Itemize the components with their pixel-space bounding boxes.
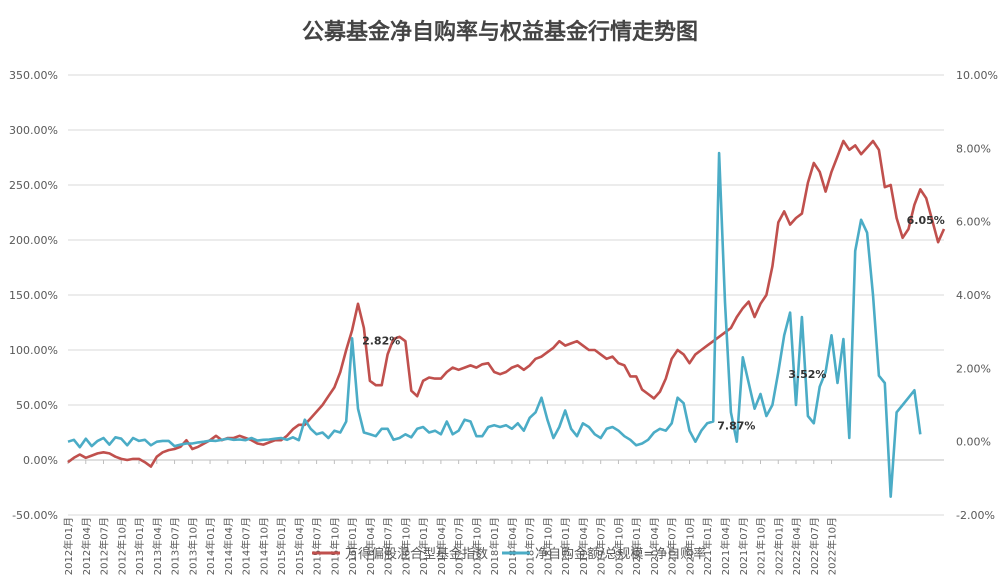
data-label: 6.05% [907,214,945,227]
data-label: 2.82% [362,334,400,347]
data-label-layer: 6.05% 2.82% 7.87% 3.52% [362,214,945,432]
left-tick-label: 350.00% [9,69,58,82]
grid-layer [68,74,944,516]
x-tick-label: 2015年07月 [311,517,324,575]
x-tick-label: 2019年04月 [577,517,590,575]
series-line-self-purchase-rate [67,151,922,498]
x-tick-label: 2015年01月 [275,517,288,575]
x-tick-label: 2016年01月 [346,517,359,575]
x-tick-label: 2020年10月 [683,517,696,575]
x-tick-label: 2017年04月 [435,517,448,575]
x-tick-label: 2017年01月 [417,517,430,575]
x-tick-label: 2016年10月 [399,517,412,575]
x-tick-label: 2013年10月 [186,517,199,575]
x-tick-label: 2018年07月 [524,517,537,575]
x-tick-label: 2020年01月 [630,517,643,575]
x-tick-label: 2021年10月 [755,517,768,575]
x-tick-label: 2021年01月 [701,517,714,575]
x-tick-label: 2019年01月 [559,517,572,575]
x-tick-label: 2021年04月 [719,517,732,575]
x-tick-label: 2013年04月 [151,517,164,575]
series-line-fund-index [67,139,946,468]
x-tick-label: 2017年07月 [453,517,466,575]
x-axis: 2012年01月 2012年04月 2012年07月 2012年10月 2013年01月… [62,460,839,575]
left-tick-label: 200.00% [9,234,58,247]
legend-label-selfbuy: 净自购金额/总规模=净自购率 [535,546,706,562]
x-tick-label: 2022年10月 [826,517,839,575]
x-tick-label: 2020年04月 [648,517,661,575]
legend-label-index: 万得偏股混合型基金指数 [345,546,488,562]
right-tick-label: -2.00% [956,509,995,522]
x-tick-label: 2022年01月 [772,517,785,575]
series-layer [67,139,946,498]
left-tick-label: -50.00% [12,509,58,522]
left-tick-label: 250.00% [9,179,58,192]
x-tick-label: 2019年07月 [595,517,608,575]
chart-title: 公募基金净自购率与权益基金行情走势图 [301,20,698,45]
right-y-axis: -2.00% 0.00% 2.00% 4.00% 6.00% 8.00% 10.00% [956,69,998,522]
legend: 万得偏股混合型基金指数 净自购金额/总规模=净自购率 [312,546,706,562]
x-tick-label: 2018年10月 [541,517,554,575]
right-tick-label: 4.00% [956,289,991,302]
left-tick-label: 150.00% [9,289,58,302]
right-tick-label: 8.00% [956,142,991,155]
data-label: 7.87% [717,419,755,432]
x-tick-label: 2022年04月 [790,517,803,575]
left-tick-label: 300.00% [9,124,58,137]
x-tick-label: 2012年07月 [98,517,111,575]
right-tick-label: 6.00% [956,216,991,229]
right-tick-label: 0.00% [956,436,991,449]
x-tick-label: 2022年07月 [808,517,821,575]
right-tick-label: 2.00% [956,362,991,375]
x-tick-label: 2014年04月 [222,517,235,575]
x-tick-label: 2018年01月 [488,517,501,575]
x-tick-label: 2015年10月 [328,517,341,575]
x-tick-label: 2012年04月 [80,517,93,575]
data-label: 3.52% [788,368,826,381]
x-tick-label: 2016年07月 [382,517,395,575]
left-y-axis: -50.00% 0.00% 50.00% 100.00% 150.00% 200.00% 2… [9,69,58,522]
x-tick-label: 2015年04月 [293,517,306,575]
left-tick-label: 100.00% [9,344,58,357]
x-tick-label: 2019年10月 [612,517,625,575]
x-tick-label: 2014年07月 [240,517,253,575]
x-tick-label: 2012年10月 [115,517,128,575]
left-tick-label: 0.00% [23,454,58,467]
right-tick-label: 10.00% [956,69,998,82]
x-tick-label: 2012年01月 [62,517,75,575]
x-tick-label: 2020年07月 [666,517,679,575]
x-tick-label: 2021年07月 [737,517,750,575]
x-tick-label: 2014年01月 [204,517,217,575]
left-tick-label: 50.00% [16,399,58,412]
x-tick-label: 2017年10月 [470,517,483,575]
x-tick-label: 2016年04月 [364,517,377,575]
x-tick-label: 2018年04月 [506,517,519,575]
x-tick-label: 2013年07月 [169,517,182,575]
x-tick-label: 2014年10月 [257,517,270,575]
x-tick-label: 2013年01月 [133,517,146,575]
